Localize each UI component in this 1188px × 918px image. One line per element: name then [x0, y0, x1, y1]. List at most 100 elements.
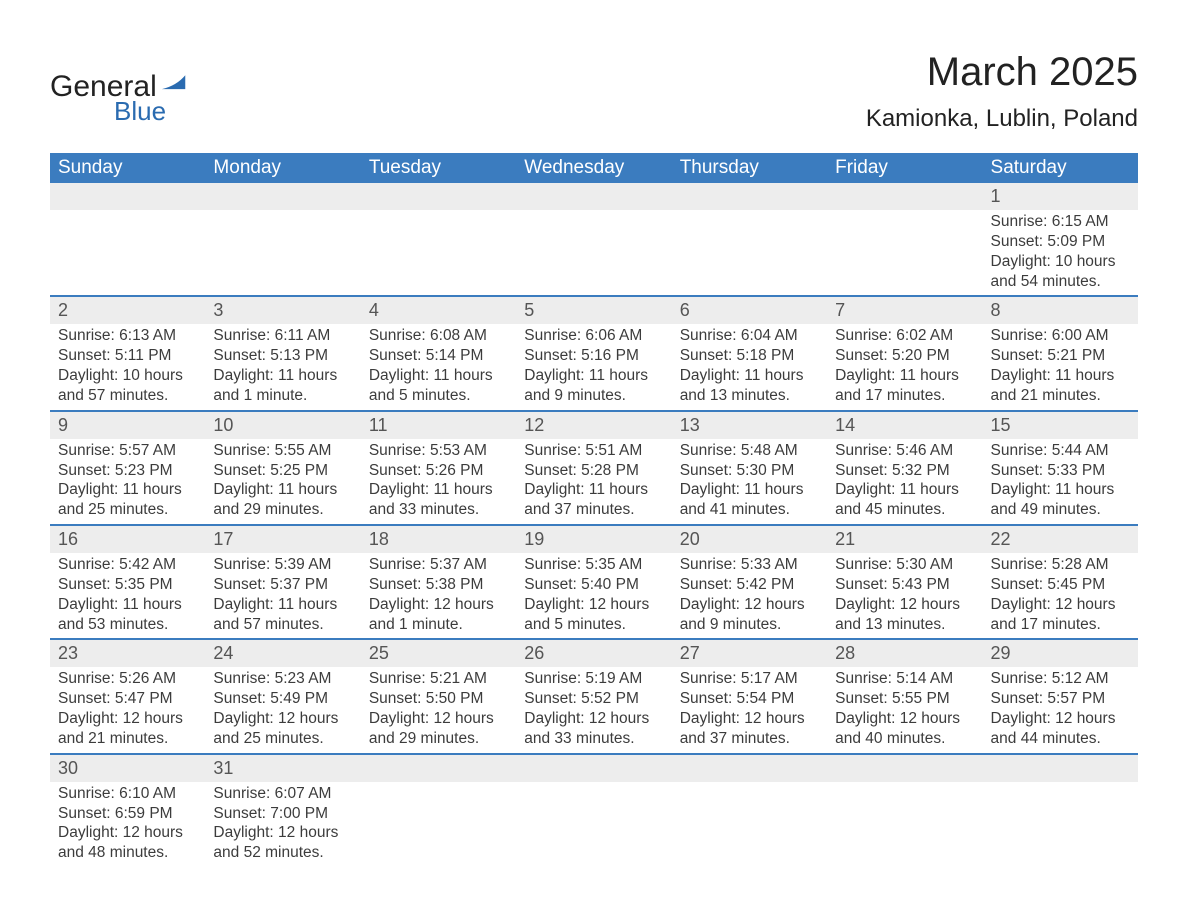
day-data-cell: Sunrise: 5:26 AMSunset: 5:47 PMDaylight:…: [50, 667, 205, 753]
day-dl1: Daylight: 11 hours: [680, 480, 819, 500]
day-dl2: and 33 minutes.: [369, 500, 508, 520]
day-number-cell: [50, 183, 205, 210]
day-sunrise: Sunrise: 5:48 AM: [680, 441, 819, 461]
day-number-cell: 10: [205, 411, 360, 439]
day-number-cell: 25: [361, 639, 516, 667]
day-sunset: Sunset: 5:33 PM: [991, 461, 1130, 481]
day-sunset: Sunset: 6:59 PM: [58, 804, 197, 824]
day-dl1: Daylight: 12 hours: [58, 709, 197, 729]
day-dl2: and 29 minutes.: [213, 500, 352, 520]
day-sunrise: Sunrise: 5:33 AM: [680, 555, 819, 575]
day-number-cell: 22: [983, 525, 1138, 553]
day-dl2: and 33 minutes.: [524, 729, 663, 749]
daynum-row: 9101112131415: [50, 411, 1138, 439]
day-sunrise: Sunrise: 5:39 AM: [213, 555, 352, 575]
day-data-cell: Sunrise: 5:14 AMSunset: 5:55 PMDaylight:…: [827, 667, 982, 753]
day-sunrise: Sunrise: 5:42 AM: [58, 555, 197, 575]
day-dl1: Daylight: 12 hours: [991, 595, 1130, 615]
day-sunset: Sunset: 5:14 PM: [369, 346, 508, 366]
day-header: Wednesday: [516, 153, 671, 183]
day-dl2: and 5 minutes.: [369, 386, 508, 406]
day-data-cell: [205, 210, 360, 296]
day-number-cell: [672, 754, 827, 782]
day-number-cell: 19: [516, 525, 671, 553]
day-number-cell: 23: [50, 639, 205, 667]
day-dl1: Daylight: 12 hours: [58, 823, 197, 843]
day-dl1: Daylight: 12 hours: [991, 709, 1130, 729]
day-sunset: Sunset: 5:28 PM: [524, 461, 663, 481]
day-data-row: Sunrise: 5:26 AMSunset: 5:47 PMDaylight:…: [50, 667, 1138, 753]
day-data-cell: [672, 210, 827, 296]
day-data-cell: [827, 210, 982, 296]
day-data-cell: Sunrise: 5:28 AMSunset: 5:45 PMDaylight:…: [983, 553, 1138, 639]
day-number-cell: [827, 183, 982, 210]
day-data-cell: Sunrise: 6:06 AMSunset: 5:16 PMDaylight:…: [516, 324, 671, 410]
day-dl2: and 53 minutes.: [58, 615, 197, 635]
day-dl1: Daylight: 11 hours: [369, 480, 508, 500]
day-data-cell: Sunrise: 6:00 AMSunset: 5:21 PMDaylight:…: [983, 324, 1138, 410]
day-dl1: Daylight: 12 hours: [369, 595, 508, 615]
day-sunset: Sunset: 5:47 PM: [58, 689, 197, 709]
day-data-cell: Sunrise: 5:19 AMSunset: 5:52 PMDaylight:…: [516, 667, 671, 753]
month-title: March 2025: [866, 50, 1138, 95]
logo: General Blue: [50, 70, 187, 127]
day-sunset: Sunset: 5:26 PM: [369, 461, 508, 481]
day-dl1: Daylight: 11 hours: [213, 366, 352, 386]
day-data-cell: Sunrise: 5:55 AMSunset: 5:25 PMDaylight:…: [205, 439, 360, 525]
day-number-cell: 24: [205, 639, 360, 667]
day-dl2: and 44 minutes.: [991, 729, 1130, 749]
day-sunset: Sunset: 5:57 PM: [991, 689, 1130, 709]
day-sunset: Sunset: 5:13 PM: [213, 346, 352, 366]
day-sunset: Sunset: 5:49 PM: [213, 689, 352, 709]
day-dl1: Daylight: 12 hours: [524, 709, 663, 729]
day-data-cell: Sunrise: 6:11 AMSunset: 5:13 PMDaylight:…: [205, 324, 360, 410]
daynum-row: 23242526272829: [50, 639, 1138, 667]
day-dl1: Daylight: 12 hours: [213, 823, 352, 843]
day-sunset: Sunset: 5:20 PM: [835, 346, 974, 366]
day-number-cell: 12: [516, 411, 671, 439]
day-dl1: Daylight: 12 hours: [213, 709, 352, 729]
day-dl2: and 29 minutes.: [369, 729, 508, 749]
day-number-cell: 17: [205, 525, 360, 553]
day-sunrise: Sunrise: 6:11 AM: [213, 326, 352, 346]
day-number-cell: 2: [50, 296, 205, 324]
day-data-cell: Sunrise: 5:53 AMSunset: 5:26 PMDaylight:…: [361, 439, 516, 525]
day-number-cell: 9: [50, 411, 205, 439]
day-number-cell: [516, 183, 671, 210]
day-sunset: Sunset: 5:55 PM: [835, 689, 974, 709]
day-data-cell: [361, 210, 516, 296]
day-dl2: and 25 minutes.: [58, 500, 197, 520]
day-data-cell: [672, 782, 827, 867]
day-sunrise: Sunrise: 5:30 AM: [835, 555, 974, 575]
day-sunrise: Sunrise: 6:13 AM: [58, 326, 197, 346]
day-number-cell: 13: [672, 411, 827, 439]
day-header: Saturday: [983, 153, 1138, 183]
day-dl1: Daylight: 11 hours: [213, 480, 352, 500]
daynum-row: 2345678: [50, 296, 1138, 324]
day-data-row: Sunrise: 6:13 AMSunset: 5:11 PM Daylight:…: [50, 324, 1138, 410]
daynum-row: 1: [50, 183, 1138, 210]
day-number-cell: [516, 754, 671, 782]
day-dl2: and 57 minutes.: [213, 615, 352, 635]
day-number-cell: [361, 754, 516, 782]
day-dl1: Daylight: 11 hours: [58, 480, 197, 500]
day-dl2: and 57 minutes.: [58, 386, 197, 406]
day-number-cell: 3: [205, 296, 360, 324]
day-sunrise: Sunrise: 5:46 AM: [835, 441, 974, 461]
day-number-cell: 27: [672, 639, 827, 667]
day-sunrise: Sunrise: 6:06 AM: [524, 326, 663, 346]
day-sunrise: Sunrise: 5:51 AM: [524, 441, 663, 461]
day-dl2: and 1 minute.: [369, 615, 508, 635]
day-dl2: and 37 minutes.: [524, 500, 663, 520]
day-sunset: Sunset: 5:40 PM: [524, 575, 663, 595]
day-sunset: Sunset: 5:11 PM: [58, 346, 197, 366]
day-dl1: Daylight: 12 hours: [369, 709, 508, 729]
day-number-cell: 29: [983, 639, 1138, 667]
day-dl1: Daylight: 11 hours: [835, 480, 974, 500]
day-data-cell: Sunrise: 5:30 AMSunset: 5:43 PMDaylight:…: [827, 553, 982, 639]
day-sunrise: Sunrise: 6:10 AM: [58, 784, 197, 804]
day-sunrise: Sunrise: 5:44 AM: [991, 441, 1130, 461]
day-sunrise: Sunrise: 5:17 AM: [680, 669, 819, 689]
day-data-cell: Sunrise: 5:39 AMSunset: 5:37 PMDaylight:…: [205, 553, 360, 639]
day-sunset: Sunset: 5:45 PM: [991, 575, 1130, 595]
